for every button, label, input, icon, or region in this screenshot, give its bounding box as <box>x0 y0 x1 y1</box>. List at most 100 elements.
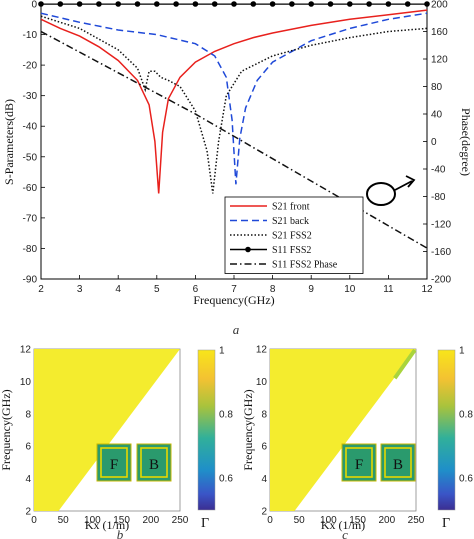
series-point-s11-fss2 <box>154 1 160 7</box>
panel-a-x-tick-label: 11 <box>383 284 394 295</box>
panel-a-y-tick-label: -20 <box>23 61 38 72</box>
panel-b-colorbar-label: Γ <box>201 516 209 531</box>
panel-a-y2-tick-label: -40 <box>431 165 446 176</box>
legend-entry-label: S11 FSS2 Phase <box>272 260 338 271</box>
series-point-s11-fss2 <box>115 1 121 7</box>
panel-a-y2-tick-label: 0 <box>431 137 437 148</box>
inset-back-unit-cell <box>136 443 172 482</box>
panel-c-chart: 0 50 100 150 200 250 2 4 6 8 10 12 F B 1 0.8 0.6 Kx (… <box>241 345 473 539</box>
panel-a-x-tick-label: 10 <box>344 284 356 295</box>
panel-c-heatmap-edge <box>393 348 417 380</box>
panel-c-colorbar-ticks: 1 0.8 0.6 <box>459 346 473 485</box>
panel-c-y-tick-label: 12 <box>256 345 268 356</box>
panel-c-ticks: 0 50 100 150 200 250 2 4 6 8 10 12 <box>256 345 425 527</box>
phase-annotation-ellipse <box>366 182 396 206</box>
series-point-s11-fss2 <box>192 1 199 7</box>
series-point-s11-fss2 <box>269 1 276 7</box>
panel-c-y-axis-label: Frequency(GHz) <box>241 389 255 470</box>
panel-c-heatmap-region <box>270 349 416 511</box>
panel-c-x-tick-label: 150 <box>349 515 366 526</box>
legend-entry-label: S21 back <box>272 216 309 227</box>
panel-a-x-tick-label: 5 <box>154 284 160 295</box>
panel-a-y2-tick-label: -120 <box>431 220 451 231</box>
panel-a-y-tick-label: -80 <box>23 244 38 255</box>
panel-b-y-tick-label: 12 <box>20 345 32 356</box>
panel-a-label: a <box>233 322 240 337</box>
panel-b-label: b <box>117 527 124 539</box>
panel-a-y-tick-label: -10 <box>23 30 38 41</box>
panel-a-y-tick-label: -70 <box>23 213 38 224</box>
legend-entry-label: S21 front <box>272 202 310 213</box>
series-point-s11-fss2 <box>289 1 295 7</box>
legend-entry-label: S21 FSS2 <box>272 231 312 242</box>
panel-a-y2-tick-label: 120 <box>431 55 448 66</box>
panel-b-inset-structure: F B <box>96 443 172 482</box>
panel-b-x-tick-label: 50 <box>58 515 70 526</box>
panel-a-y-tick-label: -50 <box>23 152 38 163</box>
panel-b-x-tick-label: 0 <box>31 515 37 526</box>
legend-swatch-marker <box>245 246 251 253</box>
panel-a-x-tick-label: 2 <box>38 284 44 295</box>
panel-a-x-tick-label: 8 <box>270 284 276 295</box>
panel-a-y2-tick-label: 80 <box>431 82 443 93</box>
inset-front-label: F <box>110 457 118 473</box>
panel-a-x-tick-label: 7 <box>231 284 237 295</box>
series-point-s11-fss2 <box>250 1 257 7</box>
inset-front-label: F <box>355 457 363 473</box>
panel-b-x-tick-label: 250 <box>172 515 189 526</box>
inset-back-label: B <box>393 457 403 473</box>
phase-annotation-arrow <box>394 180 413 191</box>
panel-c-y-tick-label: 2 <box>261 507 267 518</box>
panel-b-y-tick-label: 2 <box>25 507 31 518</box>
panel-c-x-tick-label: 100 <box>320 515 337 526</box>
panel-b-colorbar-tick-label: 0.8 <box>219 410 233 421</box>
panel-a-y2-axis-label: Phase(degree) <box>459 108 473 176</box>
panel-b-colorbar-ticks: 1 0.8 0.6 <box>219 346 233 485</box>
panel-c-y-tick-label: 10 <box>256 377 268 388</box>
series-point-s11-fss2 <box>134 1 141 7</box>
panel-c-colorbar-tick-label: 0.8 <box>459 410 473 421</box>
panel-c-x-tick-label: 250 <box>408 515 425 526</box>
panel-c-y-tick-label: 4 <box>261 474 267 485</box>
panel-a-y2-tick-label: -200 <box>431 275 451 286</box>
panel-c-colorbar-tick-label: 0.6 <box>459 474 473 485</box>
inset-front-unit-cell <box>341 443 377 482</box>
panel-b-ticks: 0 50 100 150 200 250 2 4 6 8 10 12 <box>20 345 189 527</box>
panel-a-legend: S21 front S21 back S21 FSS2 S11 FSS2 S11 FSS… <box>224 196 364 274</box>
panel-b-x-tick-label: 100 <box>84 515 101 526</box>
panel-c-y-tick-label: 6 <box>261 442 267 453</box>
inset-front-ring <box>100 447 128 478</box>
panel-b-colorbar-tick-label: 1 <box>219 346 225 357</box>
series-point-s11-fss2 <box>327 1 334 7</box>
series-point-s11-fss2 <box>347 1 353 7</box>
legend-entry-label: S11 FSS2 <box>272 245 311 256</box>
series-point-s11-fss2 <box>76 1 83 7</box>
panel-b-y-tick-label: 6 <box>25 442 31 453</box>
panel-b-x-tick-label: 150 <box>113 515 130 526</box>
series-point-s11-fss2 <box>211 1 218 7</box>
inset-back-ring <box>384 447 412 478</box>
panel-a-y-tick-label: -90 <box>23 275 38 286</box>
inset-back-ring <box>140 447 168 478</box>
panel-c-colorbar-tick-label: 1 <box>459 346 465 357</box>
series-point-s11-fss2 <box>366 1 372 7</box>
series-point-s11-fss2 <box>96 1 102 7</box>
panel-a-x-tick-label: 9 <box>308 284 314 295</box>
panel-b-colorbar-tick-label: 0.6 <box>219 474 233 485</box>
series-line-s21-front <box>41 9 427 194</box>
series-point-s11-fss2 <box>385 1 392 7</box>
panel-a-y2-tick-label: -160 <box>431 247 451 258</box>
panel-b-chart: 0 50 100 150 200 250 2 4 6 8 10 12 F B 1 0.8 0.6 Kx (… <box>0 345 233 539</box>
panel-b-colorbar <box>197 349 216 511</box>
panel-a-x-tick-label: 6 <box>193 284 199 295</box>
panel-a-y2-tick-label: 160 <box>431 27 448 38</box>
panel-b-y-tick-label: 8 <box>25 409 31 420</box>
series-point-s11-fss2 <box>173 1 179 7</box>
panel-a-x-tick-label: 3 <box>77 284 83 295</box>
inset-back-unit-cell <box>380 443 416 482</box>
inset-front-unit-cell <box>96 443 132 482</box>
panel-a-y-tick-label: -40 <box>23 122 38 133</box>
series-point-s11-fss2 <box>404 1 411 7</box>
panel-a-x-axis-label: Frequency(GHz) <box>193 293 274 307</box>
